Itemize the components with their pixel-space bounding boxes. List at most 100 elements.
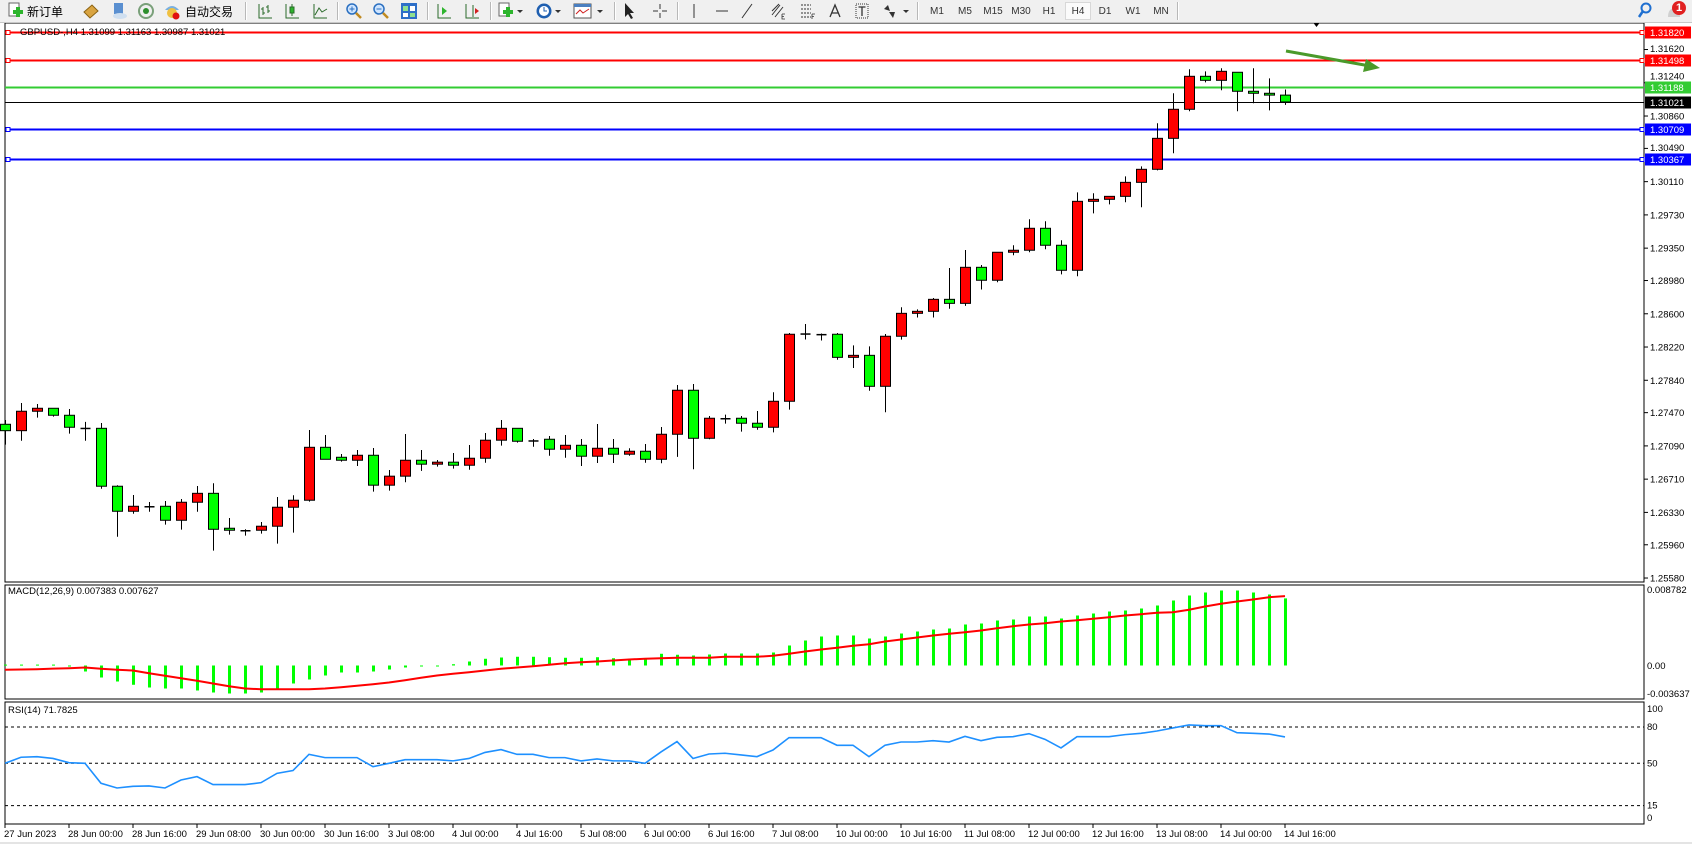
text-label-tool-button[interactable] — [854, 2, 870, 20]
macd-histogram-bar — [660, 653, 663, 666]
candle — [144, 501, 155, 512]
level-price-tag — [1645, 26, 1691, 39]
channel-tool-button[interactable] — [770, 2, 788, 20]
trendline-tool-button[interactable] — [740, 2, 754, 20]
macd-histogram-bar — [1188, 595, 1191, 666]
candle — [224, 518, 235, 535]
navigator-button[interactable] — [110, 2, 128, 20]
candle-body-up — [464, 457, 475, 466]
macd-histogram-bar — [628, 658, 631, 666]
timeframe-m5[interactable]: M5 — [958, 5, 972, 17]
time-label: 30 Jun 16:00 — [324, 829, 379, 840]
macd-histogram-bar — [532, 656, 535, 666]
signals-button[interactable] — [137, 2, 155, 20]
macd-histogram-bar — [964, 624, 967, 666]
line-handle-icon[interactable] — [5, 58, 11, 63]
periods-button[interactable] — [535, 2, 561, 20]
level-horizontal-line[interactable] — [5, 157, 1645, 162]
price-tick-label: 1.28600 — [1650, 309, 1684, 320]
rsi-line — [4, 724, 1286, 789]
tile-windows-button[interactable] — [400, 2, 418, 20]
line-handle-icon[interactable] — [1639, 30, 1645, 35]
arrows-tool-button[interactable] — [881, 2, 913, 20]
price-tick-label: 1.25580 — [1650, 574, 1684, 585]
line-handle-icon[interactable] — [1639, 157, 1645, 162]
macd-histogram-bar — [1236, 590, 1239, 666]
candle-body-up — [1008, 249, 1019, 253]
candle-body-up — [288, 499, 299, 508]
candle — [656, 427, 667, 464]
timeframe-m1[interactable]: M1 — [930, 5, 944, 17]
bar-chart-button[interactable] — [256, 2, 274, 20]
auto-scroll-button[interactable] — [435, 2, 453, 20]
timeframe-m15[interactable]: M15 — [983, 5, 1003, 17]
price-tick-label: 1.27470 — [1650, 408, 1684, 419]
line-handle-icon[interactable] — [5, 30, 11, 35]
level-price-tag — [1645, 96, 1691, 109]
timeframe-h4[interactable]: H4 — [1065, 2, 1091, 20]
candle-body-up — [1168, 108, 1179, 139]
candle-body-down — [1232, 71, 1243, 92]
fibonacci-icon — [801, 4, 815, 19]
level-horizontal-line[interactable] — [5, 58, 1645, 63]
timeframe-h1[interactable]: H1 — [1042, 5, 1056, 17]
zoom-out-button[interactable] — [372, 2, 390, 20]
line-handle-icon[interactable] — [5, 127, 11, 132]
auto-trading-button[interactable]: 自动交易 — [163, 2, 233, 20]
template-icon — [573, 3, 603, 19]
candle-chart-button[interactable] — [283, 2, 301, 20]
line-handle-icon[interactable] — [1639, 58, 1645, 63]
level-horizontal-line[interactable] — [5, 30, 1645, 35]
line-chart-button[interactable] — [311, 2, 329, 20]
macd-histogram-bar — [708, 654, 711, 666]
templates-button[interactable] — [573, 2, 603, 20]
timeframe-w1[interactable]: W1 — [1125, 5, 1141, 17]
time-label: 14 Jul 16:00 — [1284, 829, 1336, 840]
time-label: 12 Jul 16:00 — [1092, 829, 1144, 840]
new-order-button[interactable]: 新订单 — [6, 2, 63, 20]
line-chart-icon — [313, 4, 328, 19]
macd-histogram-bar — [468, 661, 471, 666]
line-handle-icon[interactable] — [5, 157, 11, 162]
timeframe-mn[interactable]: MN — [1153, 5, 1169, 17]
zoom-in-button[interactable] — [345, 2, 363, 20]
macd-histogram-bar — [868, 638, 871, 666]
macd-histogram-bar — [916, 631, 919, 666]
candle-body-down — [640, 450, 651, 460]
macd-histogram-bar — [212, 665, 215, 693]
crosshair-tool-button[interactable] — [652, 2, 668, 20]
trend-arrow[interactable] — [1285, 49, 1380, 72]
time-label: 10 Jul 16:00 — [900, 829, 952, 840]
candle — [800, 324, 811, 340]
fibonacci-tool-button[interactable] — [799, 2, 817, 20]
level-horizontal-line[interactable] — [5, 127, 1645, 132]
horizontal-line-tool-button[interactable] — [714, 2, 730, 20]
candle — [432, 459, 443, 467]
rsi-axis-label: 80 — [1647, 722, 1658, 733]
candle-body-down — [1264, 92, 1275, 96]
macd-histogram-bar — [980, 623, 983, 666]
cursor-tool-button[interactable] — [622, 2, 636, 20]
macd-histogram-bar — [1284, 598, 1287, 666]
macd-histogram-bar — [1156, 605, 1159, 666]
market-watch-button[interactable] — [82, 2, 100, 20]
notifications-button[interactable]: 1 — [1664, 1, 1688, 20]
indicators-button[interactable] — [497, 2, 523, 20]
timeframe-d1[interactable]: D1 — [1098, 5, 1112, 17]
candle — [288, 495, 299, 533]
candle — [784, 333, 795, 410]
text-tool-button[interactable] — [828, 2, 842, 20]
line-handle-icon[interactable] — [1639, 127, 1645, 132]
candle-body-up — [352, 454, 363, 461]
vertical-line-tool-button[interactable] — [688, 2, 700, 20]
candle — [768, 392, 779, 433]
auto-trading-label: 自动交易 — [185, 4, 234, 19]
candle-body-down — [208, 492, 219, 530]
timeframe-m30[interactable]: M30 — [1011, 5, 1031, 17]
macd-histogram-bar — [900, 633, 903, 666]
chart-shift-button[interactable] — [463, 2, 481, 20]
search-button[interactable] — [1637, 2, 1653, 20]
candle — [512, 427, 523, 443]
horizontal-lines[interactable] — [5, 30, 1645, 162]
